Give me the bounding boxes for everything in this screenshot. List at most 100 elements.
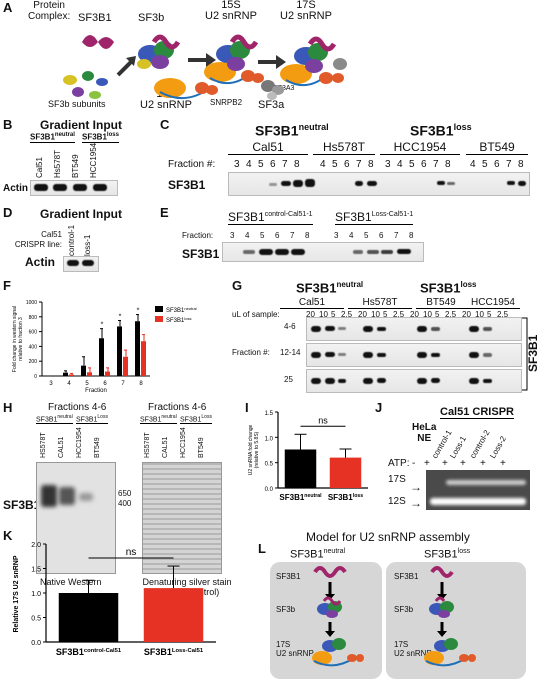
sf3b1-label: SF3B1 xyxy=(78,12,112,24)
chartK-y-tick-label: 1.0 xyxy=(31,591,41,598)
j-atp-value: + xyxy=(460,458,466,469)
g-row-label: 12-14 xyxy=(280,348,301,357)
f-significance: * xyxy=(101,322,104,329)
panel-label-b: B xyxy=(3,117,13,132)
j-crispr-label: Cal51 CRISPR xyxy=(440,406,514,419)
j-atp-value: + xyxy=(500,458,506,469)
h-frac2: Fractions 4-6 xyxy=(148,402,207,413)
f-x-tick-label: 8 xyxy=(139,381,143,387)
chartK-x-label: SF3B1Loss-Cal51 xyxy=(144,647,204,657)
l-model-schematic xyxy=(312,566,476,667)
f-y-tick-label: 800 xyxy=(29,315,38,321)
i-y-label: (relative to 5.8S) xyxy=(254,431,260,468)
g-ul-value: 2.5 xyxy=(341,310,353,319)
h-mw-400: 400 xyxy=(118,499,132,508)
f-significance: * xyxy=(137,308,140,315)
h-lane-label: CAL51 xyxy=(58,436,65,458)
f-x-tick-label: 6 xyxy=(103,381,107,387)
e-fraction-number: 7 xyxy=(290,231,295,240)
h-mw-650: 650 xyxy=(118,489,132,498)
j-band-17s: 17S xyxy=(388,474,406,485)
c-fraction-number: 4 xyxy=(320,159,326,170)
i-y-label: U2 snRNA fold change xyxy=(248,424,254,475)
c-fraction-number: 8 xyxy=(518,159,524,170)
g-ul-value: 20 xyxy=(306,310,315,319)
panel-label-i: I xyxy=(245,400,249,415)
c-sf3b1-blot xyxy=(228,172,530,196)
e-fraction-number: 8 xyxy=(305,231,310,240)
e-fraction-number: 3 xyxy=(334,231,339,240)
e-fraction-number: 8 xyxy=(409,231,414,240)
chart-k: 0.0 0.5 1.0 1.5 2.0 SF3B1control-Cal51 SF3B1Lo… xyxy=(13,542,216,657)
g-ul-values: 20 10 5 2.5 20 10 5 2.5 20 10 5 2.5 20 10 5 2.5 xyxy=(280,310,520,320)
chartI-y-tick-label: 0.0 xyxy=(265,487,274,493)
g-blot-row xyxy=(306,343,522,367)
d-row-label: Actin xyxy=(25,255,55,269)
chartK-y-tick-label: 0.5 xyxy=(31,616,41,623)
f-y-tick-label: 0 xyxy=(34,374,37,380)
g-cell-label: Cal51 xyxy=(280,297,344,309)
c-cell-label: HCC1954 xyxy=(380,140,460,155)
e-fraction-number: 4 xyxy=(245,231,250,240)
panel-label-l: L xyxy=(258,541,266,556)
f-y-label: relative to fraction 3 xyxy=(18,317,24,361)
e-loss-header: SF3B1Loss-Cal51-1 xyxy=(335,210,414,225)
chartI-bar xyxy=(329,457,362,488)
chartI-y-tick-label: 0.5 xyxy=(265,462,274,468)
u2-15s-complex-icon xyxy=(204,34,264,85)
c-fraction-number: 5 xyxy=(409,159,415,170)
j-atp-label: ATP: xyxy=(388,458,410,469)
arrow-icon xyxy=(437,631,447,637)
h-cap1: Native Western xyxy=(40,577,102,587)
l-sf3b-label-2: SF3b xyxy=(394,605,414,614)
c-fraction-number: 8 xyxy=(294,159,300,170)
f-bar xyxy=(123,356,128,376)
h-lane-label: BT549 xyxy=(198,437,205,458)
c-fraction-number: 6 xyxy=(494,159,500,170)
f-y-tick-label: 600 xyxy=(29,330,38,336)
sf3a-label: SF3a xyxy=(258,99,285,111)
g-ul-value: 2.5 xyxy=(497,310,509,319)
d-lane-label: control-1 xyxy=(67,224,76,256)
h-sub-neutral: SF3B1neutral xyxy=(36,414,73,425)
arrow-icon xyxy=(325,631,335,637)
g-cell-label: HCC1954 xyxy=(466,297,520,309)
g-row-label: 25 xyxy=(284,375,293,384)
g-cell-label: Hs578T xyxy=(348,297,412,309)
f-y-tick-label: 200 xyxy=(29,359,38,365)
c-fraction-number: 4 xyxy=(470,159,476,170)
c-fraction-number: 6 xyxy=(344,159,350,170)
protein-complex-label: Protein Complex: xyxy=(28,0,71,22)
h-row-label: SF3B1 xyxy=(3,498,41,512)
c-fraction-number: 7 xyxy=(506,159,512,170)
g-neutral-header: SF3B1neutral xyxy=(296,280,364,296)
f-bar xyxy=(63,372,68,376)
g-blot-row xyxy=(306,369,522,393)
l-u2-label: 17S U2 snRNP xyxy=(276,640,314,658)
c-fraction-label: Fraction #: xyxy=(168,159,216,170)
l-neutral-header: SF3B1neutral xyxy=(290,548,346,561)
l-loss-panel xyxy=(386,562,526,679)
c-neutral-header: SF3B1neutral xyxy=(255,122,329,139)
c-fraction-number: 5 xyxy=(258,159,264,170)
e-fraction-number: 6 xyxy=(275,231,280,240)
h-lane-label: HS578T xyxy=(40,432,47,458)
g-ul-value: 5 xyxy=(487,310,492,319)
j-atp-value: + xyxy=(424,458,430,469)
chart-f: 0 200 400 600 800 1000 3 4 5 6 * 7 * 8 * Fraction Fold c… xyxy=(12,300,197,392)
d-lane-label: loss-1 xyxy=(83,234,92,256)
k-y-label: Relative 17S U2 snRNP xyxy=(13,555,20,632)
f-y-tick-label: 400 xyxy=(29,344,38,350)
h-silver-stain xyxy=(142,462,222,574)
g-blot-row xyxy=(306,317,522,341)
g-ul-value: 5 xyxy=(435,310,440,319)
j-atp-value: - xyxy=(412,458,416,469)
g-ul-value: 10 xyxy=(423,310,432,319)
d-actin-blot xyxy=(63,256,99,272)
sf3a-complex-icon xyxy=(261,80,284,100)
chartI-bar xyxy=(284,449,317,488)
g-ul-value: 5 xyxy=(383,310,388,319)
panel-label-a: A xyxy=(3,0,13,15)
c-fraction-number: 8 xyxy=(368,159,374,170)
chartK-bar xyxy=(143,588,204,642)
